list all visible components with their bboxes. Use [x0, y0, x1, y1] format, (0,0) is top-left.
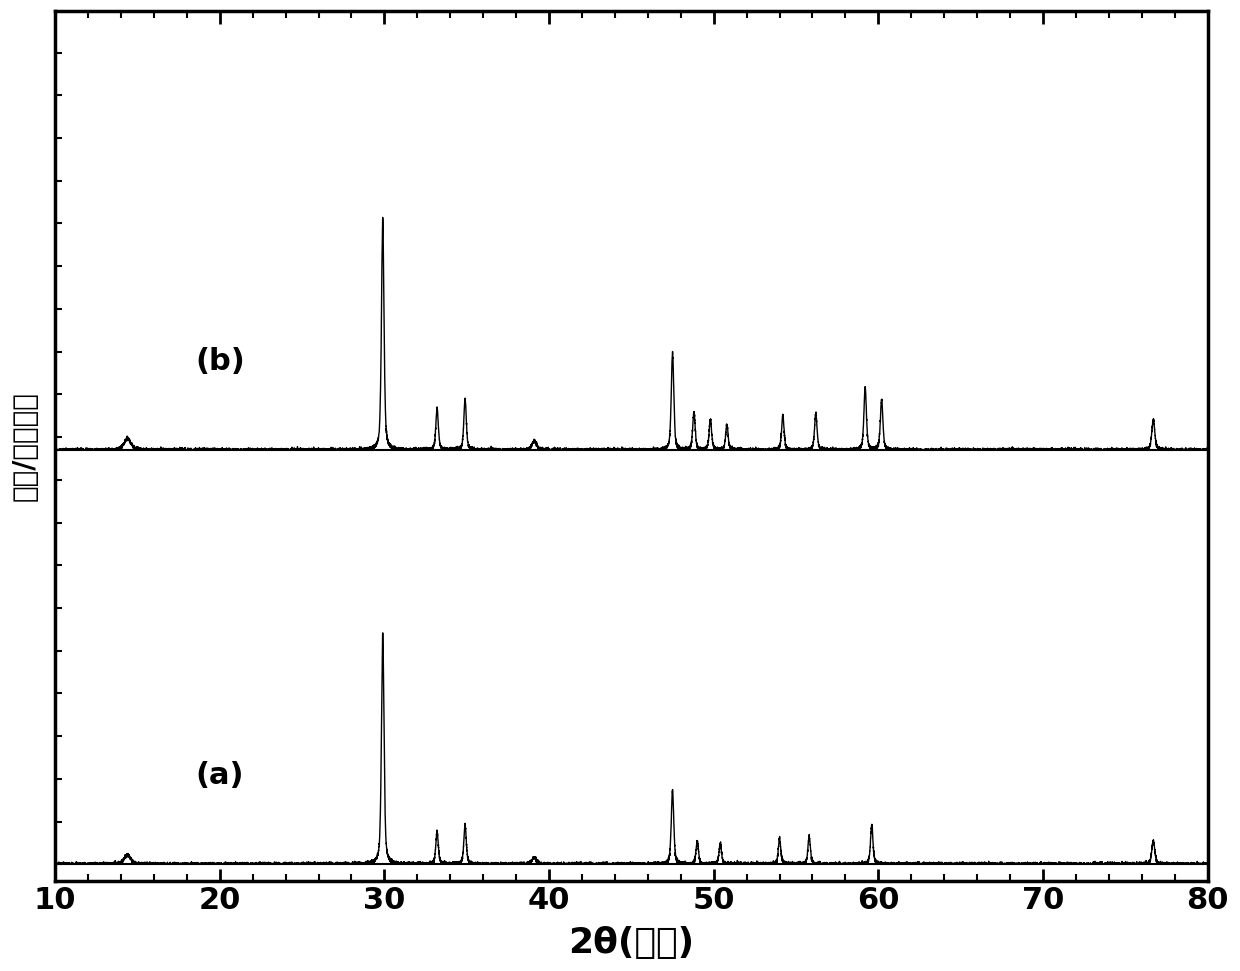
X-axis label: 2θ(角度): 2θ(角度) — [568, 926, 694, 960]
Y-axis label: 强度/任意单位: 强度/任意单位 — [11, 391, 40, 501]
Text: (a): (a) — [195, 761, 243, 789]
Text: (b): (b) — [195, 347, 244, 376]
